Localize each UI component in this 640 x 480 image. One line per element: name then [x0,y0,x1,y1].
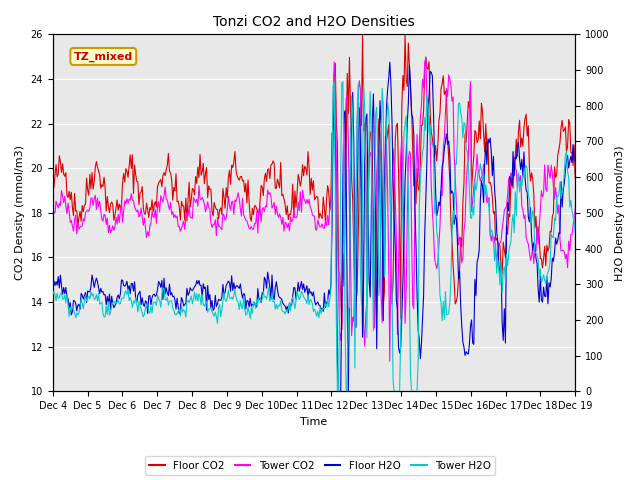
Text: TZ_mixed: TZ_mixed [74,51,133,61]
Y-axis label: H2O Density (mmol/m3): H2O Density (mmol/m3) [615,145,625,281]
Legend: Floor CO2, Tower CO2, Floor H2O, Tower H2O: Floor CO2, Tower CO2, Floor H2O, Tower H… [145,456,495,475]
Title: Tonzi CO2 and H2O Densities: Tonzi CO2 and H2O Densities [213,15,415,29]
Y-axis label: CO2 Density (mmol/m3): CO2 Density (mmol/m3) [15,145,25,280]
X-axis label: Time: Time [300,417,328,427]
